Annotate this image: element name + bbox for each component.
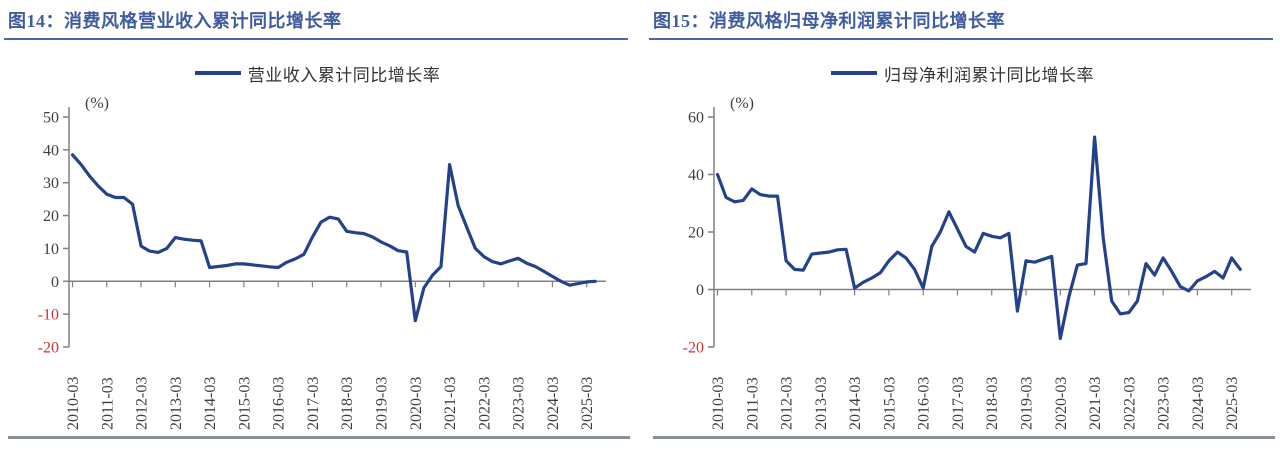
svg-text:-20: -20 [38, 340, 59, 357]
figure-15-panel: 图15：消费风格归母净利润累计同比增长率 归母净利润累计同比增长率 60 40 20… [645, 0, 1280, 450]
svg-text:40: 40 [43, 142, 59, 159]
svg-text:60: 60 [688, 110, 704, 127]
figure-14-line-chart: 50 40 30 20 10 0 -10 -20 2010-03 2011-03 2012-03 20… [38, 95, 606, 430]
svg-text:10: 10 [43, 241, 59, 258]
svg-text:2011-03: 2011-03 [744, 377, 761, 430]
svg-text:2014-03: 2014-03 [202, 377, 219, 430]
svg-text:2011-03: 2011-03 [99, 377, 116, 430]
svg-text:40: 40 [688, 167, 704, 184]
svg-text:2021-03: 2021-03 [442, 377, 459, 430]
svg-text:2019-03: 2019-03 [1019, 377, 1036, 430]
svg-text:-20: -20 [683, 340, 704, 357]
svg-text:-10: -10 [38, 307, 59, 324]
svg-text:0: 0 [696, 282, 704, 299]
figure-14-bottom-rule [8, 436, 630, 439]
legend-label: 归母净利润累计同比增长率 [884, 65, 1094, 85]
svg-text:2025-03: 2025-03 [1224, 377, 1241, 430]
figure-14-title: 图14：消费风格营业收入累计同比增长率 [8, 11, 342, 31]
svg-text:2025-03: 2025-03 [579, 377, 596, 430]
figure-14-title-rule [4, 38, 628, 40]
svg-text:2019-03: 2019-03 [374, 377, 391, 430]
figure-15-legend: 归母净利润累计同比增长率 [645, 60, 1280, 86]
svg-text:2013-03: 2013-03 [168, 377, 185, 430]
svg-text:0: 0 [51, 274, 59, 291]
legend-line-marker [831, 71, 877, 75]
svg-text:2017-03: 2017-03 [950, 377, 967, 430]
svg-text:2022-03: 2022-03 [1121, 377, 1138, 430]
svg-text:2012-03: 2012-03 [134, 377, 151, 430]
svg-text:30: 30 [43, 175, 59, 192]
svg-text:50: 50 [43, 110, 59, 127]
svg-text:2010-03: 2010-03 [710, 377, 727, 430]
svg-text:(%): (%) [730, 95, 754, 112]
svg-text:20: 20 [43, 208, 59, 225]
svg-text:2013-03: 2013-03 [813, 377, 830, 430]
svg-text:20: 20 [688, 225, 704, 242]
figure-15-bottom-rule [653, 436, 1275, 439]
svg-text:2015-03: 2015-03 [236, 377, 253, 430]
svg-text:2018-03: 2018-03 [339, 377, 356, 430]
svg-text:2023-03: 2023-03 [1156, 377, 1173, 430]
svg-text:2024-03: 2024-03 [545, 377, 562, 430]
legend-line-marker [194, 71, 241, 75]
svg-text:2017-03: 2017-03 [305, 377, 322, 430]
svg-text:2022-03: 2022-03 [476, 377, 493, 430]
svg-text:2021-03: 2021-03 [1087, 377, 1104, 430]
svg-text:2015-03: 2015-03 [881, 377, 898, 430]
figure-15-line-chart: 60 40 20 0 -20 2010-03 2011-03 2012-03 2013-03 20… [683, 95, 1251, 430]
figure-15-title-rule [649, 38, 1273, 40]
svg-text:2018-03: 2018-03 [984, 377, 1001, 430]
svg-text:2012-03: 2012-03 [779, 377, 796, 430]
svg-text:(%): (%) [85, 95, 109, 112]
legend-label: 营业收入累计同比增长率 [247, 65, 441, 85]
figure-15-title: 图15：消费风格归母净利润累计同比增长率 [653, 11, 1005, 31]
figure-14-panel: 图14：消费风格营业收入累计同比增长率 营业收入累计同比增长率 50 40 30 20… [0, 0, 635, 450]
figure-14-legend: 营业收入累计同比增长率 [0, 60, 635, 86]
svg-text:2016-03: 2016-03 [271, 377, 288, 430]
svg-text:2010-03: 2010-03 [65, 377, 82, 430]
svg-text:2016-03: 2016-03 [916, 377, 933, 430]
svg-text:2023-03: 2023-03 [511, 377, 528, 430]
svg-text:2024-03: 2024-03 [1190, 377, 1207, 430]
svg-text:2020-03: 2020-03 [1053, 377, 1070, 430]
svg-text:2014-03: 2014-03 [847, 377, 864, 430]
svg-text:2020-03: 2020-03 [408, 377, 425, 430]
